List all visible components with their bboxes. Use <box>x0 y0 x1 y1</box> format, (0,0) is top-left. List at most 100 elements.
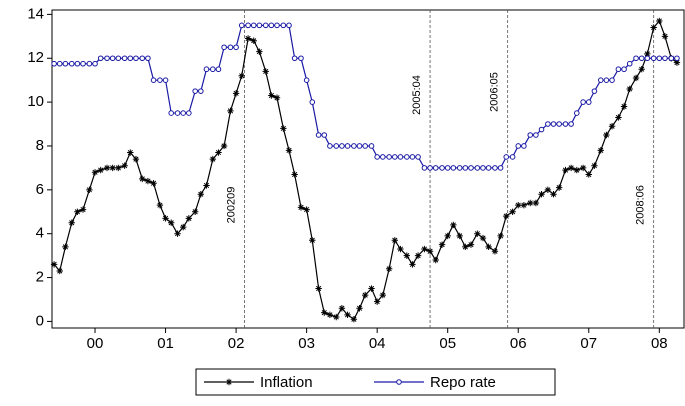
point <box>321 132 328 138</box>
point <box>644 50 651 58</box>
point <box>86 60 93 67</box>
point <box>121 55 128 62</box>
point <box>585 171 592 178</box>
point <box>79 206 87 213</box>
point <box>97 55 104 62</box>
point <box>115 164 122 172</box>
point <box>462 243 469 251</box>
point <box>492 165 498 171</box>
y-tick-label: 12 <box>27 49 44 66</box>
point <box>545 121 551 127</box>
point <box>409 261 416 268</box>
point <box>515 201 522 209</box>
point <box>474 230 481 237</box>
point <box>597 77 604 83</box>
point <box>532 199 540 207</box>
point <box>533 132 539 138</box>
x-tick-label: 01 <box>157 335 174 352</box>
point <box>615 66 622 73</box>
point <box>673 59 681 66</box>
point <box>62 243 69 251</box>
point <box>573 110 580 116</box>
point <box>621 66 627 73</box>
point <box>503 154 510 160</box>
point <box>192 88 198 94</box>
point <box>415 154 421 160</box>
point <box>291 55 298 62</box>
y-tick-label: 8 <box>36 137 44 154</box>
point <box>438 241 446 248</box>
point <box>462 165 469 171</box>
point <box>191 208 199 215</box>
point <box>467 241 475 248</box>
point <box>298 55 304 62</box>
point <box>456 165 463 171</box>
point <box>333 143 340 149</box>
point <box>509 208 516 215</box>
point <box>344 143 351 149</box>
point <box>608 123 616 130</box>
point <box>568 121 574 127</box>
point <box>350 316 358 323</box>
point <box>179 223 187 231</box>
point <box>339 143 345 149</box>
point <box>414 252 422 259</box>
point <box>633 55 639 62</box>
point <box>509 154 516 160</box>
point <box>74 60 81 67</box>
point <box>233 44 239 51</box>
point <box>291 171 298 178</box>
point <box>244 35 252 42</box>
point <box>327 143 333 149</box>
point <box>198 88 204 94</box>
point <box>444 232 451 240</box>
point <box>262 68 269 75</box>
annotation-label: 2005:04 <box>411 75 423 115</box>
point <box>232 90 240 97</box>
point <box>485 243 492 251</box>
point <box>250 22 257 29</box>
y-tick-label: 4 <box>36 225 44 242</box>
point <box>662 55 668 62</box>
point <box>215 66 222 73</box>
point <box>538 191 545 198</box>
point <box>162 77 169 83</box>
point <box>309 99 316 105</box>
point <box>421 245 428 253</box>
point <box>439 165 445 171</box>
point <box>380 154 386 160</box>
point <box>262 22 269 29</box>
point <box>104 55 110 62</box>
point <box>92 60 98 67</box>
point <box>186 110 192 116</box>
point <box>132 155 140 163</box>
point <box>315 132 322 138</box>
x-tick-label: 00 <box>87 335 104 352</box>
point <box>603 131 610 139</box>
point <box>580 99 586 105</box>
y-tick-label: 10 <box>27 93 44 110</box>
point <box>273 94 281 101</box>
point <box>197 191 205 198</box>
point <box>245 22 251 29</box>
x-tick-label: 05 <box>439 335 456 352</box>
annotation-label: 200209 <box>225 187 237 224</box>
point <box>351 143 357 149</box>
point <box>109 55 116 62</box>
point <box>168 110 175 116</box>
point <box>356 305 363 312</box>
point <box>403 154 410 160</box>
point <box>615 114 622 121</box>
point <box>168 219 175 226</box>
point <box>603 77 610 83</box>
legend-box <box>195 368 556 396</box>
point <box>638 66 645 73</box>
point <box>238 22 245 29</box>
point <box>227 107 234 115</box>
point <box>497 232 504 240</box>
point <box>426 248 434 255</box>
point <box>185 215 193 222</box>
point <box>368 143 375 149</box>
